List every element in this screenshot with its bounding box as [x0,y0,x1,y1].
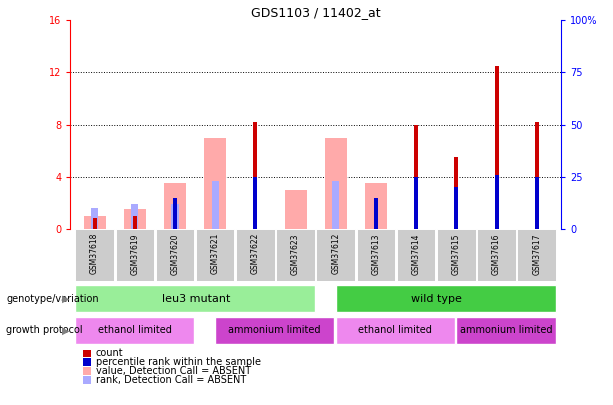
Text: GSM37620: GSM37620 [170,233,180,275]
Text: GSM37621: GSM37621 [211,233,219,275]
Bar [414,177,418,229]
Text: ethanol limited: ethanol limited [98,325,172,335]
Text: GSM37612: GSM37612 [331,233,340,275]
Bar [91,208,98,229]
Bar [156,229,194,281]
Bar [253,177,257,229]
Bar [133,216,137,229]
Bar [316,229,355,281]
Text: wild type: wild type [411,294,462,304]
Text: GSM37619: GSM37619 [131,233,139,275]
Text: growth protocol: growth protocol [6,325,83,335]
Bar [131,204,139,229]
Bar [215,317,334,344]
Bar [75,229,114,281]
Text: value, Detection Call = ABSENT: value, Detection Call = ABSENT [96,366,251,376]
Text: GSM37618: GSM37618 [90,233,99,275]
Text: GSM37623: GSM37623 [291,233,300,275]
Bar [478,229,516,281]
Bar [115,229,154,281]
Text: GSM37617: GSM37617 [532,233,541,275]
Bar [124,209,146,229]
Text: GSM37622: GSM37622 [251,233,260,275]
Bar [276,229,315,281]
Text: ethanol limited: ethanol limited [359,325,432,335]
Bar [75,317,194,344]
Text: GSM37614: GSM37614 [412,233,421,275]
Bar [253,122,257,229]
Bar [374,198,378,229]
Text: leu3 mutant: leu3 mutant [162,294,230,304]
Bar [454,157,459,229]
Bar [495,66,498,229]
Bar [211,181,219,229]
Bar [325,138,347,229]
Bar [454,187,459,229]
Bar [204,138,226,229]
Bar [173,198,177,229]
Text: ammonium limited: ammonium limited [460,325,552,335]
Bar [336,317,455,344]
Bar [535,122,539,229]
Bar [457,317,556,344]
Bar [414,125,418,229]
Text: GSM37615: GSM37615 [452,233,461,275]
Bar [196,229,235,281]
Bar [164,183,186,229]
Text: GSM37616: GSM37616 [492,233,501,275]
Text: percentile rank within the sample: percentile rank within the sample [96,357,261,367]
Bar [172,204,178,229]
Text: ammonium limited: ammonium limited [229,325,321,335]
Bar [535,177,539,229]
Text: count: count [96,348,123,358]
Bar [495,175,498,229]
Bar [517,229,556,281]
Bar [236,229,275,281]
Bar [284,190,306,229]
Title: GDS1103 / 11402_at: GDS1103 / 11402_at [251,6,381,19]
Bar [336,285,556,312]
Bar [357,229,395,281]
Text: GSM37613: GSM37613 [371,233,381,275]
Text: ▶: ▶ [62,294,69,304]
Bar [93,218,97,229]
Bar [365,183,387,229]
Text: rank, Detection Call = ABSENT: rank, Detection Call = ABSENT [96,375,246,385]
Bar [397,229,435,281]
Bar [332,181,340,229]
Bar [83,216,105,229]
Text: genotype/variation: genotype/variation [6,294,99,304]
Bar [75,285,315,312]
Bar [437,229,476,281]
Text: ▶: ▶ [62,325,69,335]
